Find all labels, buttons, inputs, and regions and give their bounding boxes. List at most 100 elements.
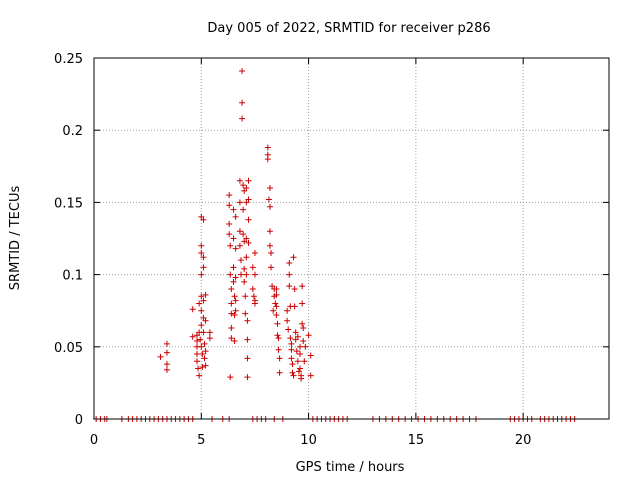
data-point — [295, 368, 302, 375]
data-point — [196, 372, 203, 379]
data-point — [249, 264, 256, 271]
data-point — [274, 332, 281, 339]
data-point — [243, 184, 250, 191]
data-point — [231, 338, 238, 345]
data-point — [163, 340, 170, 347]
data-point — [202, 317, 209, 324]
data-point — [299, 320, 306, 327]
x-tick-label: 20 — [515, 433, 532, 448]
data-point — [228, 300, 235, 307]
data-point — [228, 325, 235, 332]
data-point — [286, 283, 293, 290]
data-point — [266, 184, 273, 191]
x-tick-label: 5 — [197, 433, 205, 448]
data-point — [189, 333, 196, 340]
data-point — [244, 374, 251, 381]
data-point — [249, 286, 256, 293]
y-tick-label: 0.05 — [54, 341, 83, 356]
data-point — [227, 242, 234, 249]
data-point — [289, 369, 296, 376]
x-tick-label: 0 — [90, 433, 98, 448]
data-point — [287, 335, 294, 342]
data-point — [286, 260, 293, 267]
data-point — [268, 249, 275, 256]
data-point — [200, 297, 207, 304]
data-point — [199, 351, 206, 358]
data-point — [243, 254, 250, 261]
data-point — [284, 307, 291, 314]
data-point — [264, 156, 271, 163]
data-point — [189, 306, 196, 313]
data-point — [245, 216, 252, 223]
data-point — [198, 271, 205, 278]
y-tick-label: 0.15 — [54, 196, 83, 211]
data-point — [232, 297, 239, 304]
y-axis-label: SRMTID / TECUs — [8, 186, 23, 291]
data-point — [289, 361, 296, 368]
data-point — [202, 291, 209, 298]
data-point — [202, 348, 209, 355]
data-point — [302, 343, 309, 350]
data-point — [242, 293, 249, 300]
plot-frame — [93, 57, 610, 420]
data-point — [294, 358, 301, 365]
data-point — [290, 254, 297, 261]
data-point — [230, 264, 237, 271]
data-point — [245, 196, 252, 203]
data-point — [198, 322, 205, 329]
data-point — [250, 293, 257, 300]
data-point — [200, 329, 207, 336]
data-point — [307, 372, 314, 379]
data-point — [273, 291, 280, 298]
data-point — [297, 351, 303, 358]
data-point — [243, 235, 250, 242]
data-point — [305, 332, 312, 339]
data-point — [244, 355, 251, 362]
data-point — [270, 307, 277, 314]
data-point — [240, 182, 247, 189]
data-point — [244, 317, 251, 324]
y-tick-label: 0.2 — [62, 124, 83, 139]
data-point — [272, 300, 279, 307]
data-point — [275, 346, 282, 353]
data-point — [275, 335, 282, 342]
data-point — [307, 352, 314, 359]
data-point — [236, 228, 243, 235]
data-point — [299, 300, 306, 307]
data-point — [284, 317, 291, 324]
gridlines — [94, 58, 609, 419]
x-axis-label: GPS time / hours — [296, 460, 405, 475]
data-point — [236, 177, 243, 184]
data-point — [157, 353, 164, 360]
chart-title: Day 005 of 2022, SRMTID for receiver p28… — [207, 21, 490, 36]
data-point — [226, 192, 233, 199]
data-point — [300, 338, 307, 345]
data-point — [273, 303, 280, 310]
data-point — [276, 355, 283, 362]
data-point — [243, 271, 250, 278]
x-tick-label: 15 — [408, 433, 425, 448]
data-point — [197, 336, 204, 343]
data-point — [231, 293, 238, 300]
data-point — [226, 231, 233, 238]
data-point — [195, 365, 202, 372]
data-point — [245, 177, 252, 184]
data-point — [240, 231, 247, 238]
data-point — [232, 213, 239, 220]
data-point — [299, 283, 306, 290]
data-point — [264, 144, 271, 151]
data-point — [206, 329, 213, 336]
data-point — [240, 206, 247, 213]
data-point — [268, 264, 275, 271]
data-point — [286, 271, 293, 278]
data-point — [297, 343, 303, 350]
data-point — [231, 312, 238, 319]
data-point — [237, 271, 244, 278]
data-point — [163, 366, 170, 373]
data-point — [202, 362, 209, 369]
data-point — [241, 278, 248, 285]
data-point — [194, 351, 200, 358]
y-tick-label: 0.1 — [62, 269, 83, 284]
data-point — [200, 264, 207, 271]
data-point — [230, 278, 237, 285]
